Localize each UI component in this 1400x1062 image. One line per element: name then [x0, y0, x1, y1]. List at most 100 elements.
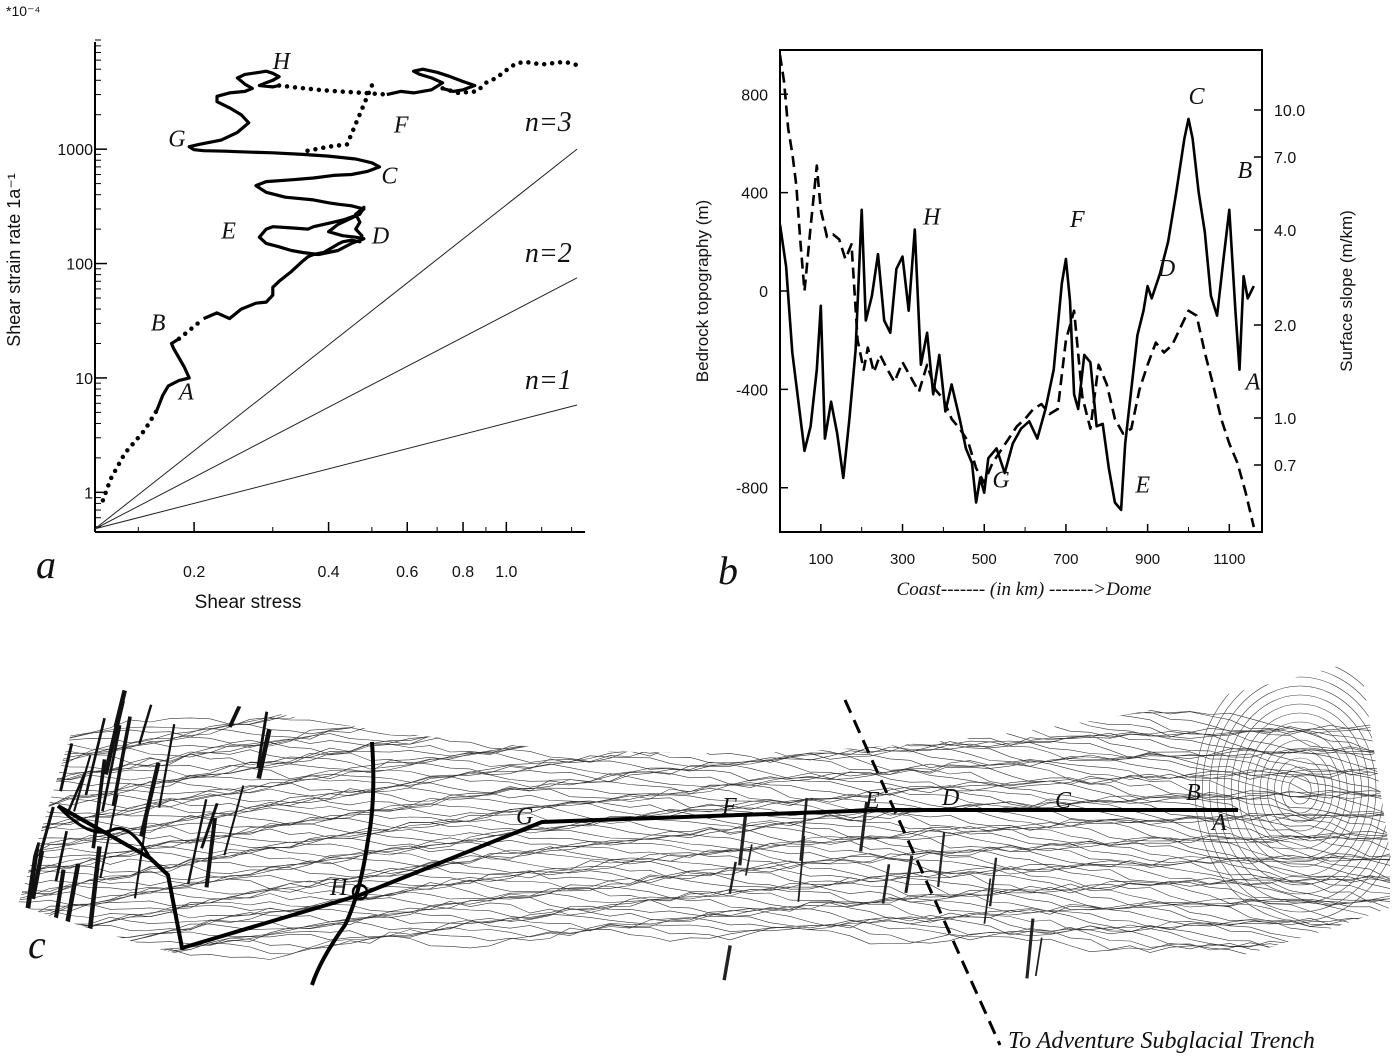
x-tick-label: 700: [1053, 551, 1078, 568]
y-tick-label: 10: [75, 371, 93, 388]
dome-contour: [1252, 730, 1348, 850]
panel-b-annotations: A B C D E F G H: [922, 84, 1261, 499]
dome-contour: [1245, 721, 1355, 859]
panel-a-letter: a: [36, 542, 56, 587]
contour-line: [18, 874, 1391, 924]
route-label-E: E: [864, 788, 880, 814]
panel-b-x-ticks: 100 300 500 700 900 1100: [808, 524, 1245, 568]
contour-line: [18, 836, 1391, 884]
route-label-B: B: [1186, 780, 1201, 806]
right-y-tick-label: 7.0: [1274, 150, 1296, 167]
series-line: [155, 337, 191, 411]
reference-line-label: n=2: [525, 238, 572, 269]
x-tick-label: 0.6: [396, 564, 418, 581]
point-label-E: E: [220, 219, 236, 245]
dense-contour-streak: [728, 861, 737, 894]
left-y-tick-label: 400: [741, 186, 768, 203]
point-label-E: E: [1134, 473, 1150, 499]
dense-contour-streak: [1025, 918, 1035, 979]
point-label-H: H: [272, 49, 292, 75]
dense-contour-streak: [1034, 937, 1043, 977]
contour-line: [18, 883, 1391, 931]
contour-line: [18, 814, 1391, 860]
route-label-A: A: [1210, 810, 1227, 836]
dense-contour-streak: [30, 850, 45, 900]
dome-contour: [1209, 676, 1391, 904]
left-y-tick-label: -800: [736, 481, 768, 498]
dome-contour: [1259, 739, 1341, 841]
contour-line: [18, 913, 1391, 963]
x-tick-label: 300: [890, 551, 915, 568]
contour-line: [18, 917, 1391, 966]
point-label-F: F: [393, 112, 409, 138]
x-tick-label: 0.8: [452, 564, 474, 581]
contour-line: [18, 750, 1391, 798]
point-label-B: B: [1237, 158, 1252, 184]
point-label-C: C: [1188, 84, 1205, 110]
route-line: [57, 804, 1238, 950]
dense-contour-streak: [101, 725, 122, 812]
contour-line: [18, 767, 1391, 815]
reference-line-label: n=1: [525, 365, 572, 396]
dense-contour-streak: [65, 772, 87, 816]
contour-line: [18, 878, 1391, 927]
surface-slope-line: [780, 54, 1256, 528]
point-h-marker: [351, 883, 369, 901]
contour-line: [18, 776, 1391, 826]
series-line-dotted: [300, 83, 375, 154]
series-line-dotted: [100, 408, 160, 503]
panel-b-left-y-label: Bedrock topography (m): [693, 200, 712, 382]
route-label-H: H: [329, 875, 349, 901]
right-y-tick-label: 4.0: [1274, 223, 1296, 240]
panel-a-y-label: Shear strain rate 1a⁻¹: [4, 173, 24, 347]
contour-line: [18, 907, 1391, 959]
dense-contour-streak: [73, 754, 92, 812]
dense-contour-streak: [937, 832, 946, 888]
bedrock-line: [780, 117, 1255, 512]
contour-line: [18, 820, 1391, 871]
dense-contour-streak: [54, 830, 69, 882]
contour-line: [18, 736, 1391, 791]
point-label-F: F: [1069, 207, 1085, 233]
route-label-C: C: [1055, 788, 1072, 814]
route-label-D: D: [941, 785, 959, 811]
dense-contour-streak: [187, 799, 208, 885]
panel-b-right-y-label: Surface slope (m/km): [1337, 210, 1356, 372]
route-label-G: G: [516, 804, 533, 830]
dense-contour-streak: [799, 797, 808, 862]
contour-line: [18, 899, 1391, 948]
point-label-G: G: [992, 468, 1009, 494]
dome-contour: [1223, 694, 1377, 886]
contour-line: [18, 891, 1391, 946]
panel-c-letter: c: [28, 922, 46, 967]
map-contours: [18, 660, 1398, 981]
contour-line: [18, 710, 1391, 756]
left-y-tick-label: 800: [741, 87, 768, 104]
dome-contour: [1216, 685, 1384, 895]
contour-line: [18, 793, 1391, 836]
y-tick-label: 1000: [57, 142, 93, 159]
left-y-tick-label: 0: [759, 284, 768, 301]
dome-contour: [1281, 766, 1319, 814]
trench-label: To Adventure Subglacial Trench: [1008, 1028, 1315, 1054]
y-tick-label: 100: [66, 257, 93, 274]
dome-contour: [1238, 712, 1362, 868]
reference-line: [94, 404, 578, 530]
panel-b-left-y-ticks: 800 400 0 -400 -800: [736, 87, 788, 498]
x-tick-label: 1.0: [495, 564, 517, 581]
x-tick-label: 500: [972, 551, 997, 568]
point-label-H: H: [922, 205, 942, 231]
series-line-dotted: [440, 59, 581, 96]
route-label-F: F: [721, 794, 737, 820]
right-y-tick-label: 2.0: [1274, 318, 1296, 335]
dense-contour-streak: [91, 759, 107, 849]
x-tick-label: 0.2: [183, 564, 205, 581]
left-y-tick-label: -400: [736, 382, 768, 399]
coast-branch: [56, 804, 152, 859]
dome-contour: [1266, 748, 1334, 832]
contour-line: [18, 888, 1391, 936]
dense-contour-streak: [84, 717, 106, 796]
